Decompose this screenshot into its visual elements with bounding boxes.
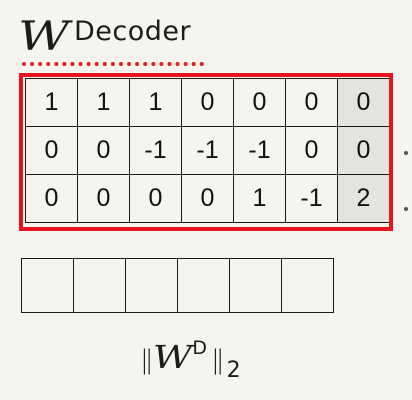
norm-cell xyxy=(125,258,178,313)
title-symbol: W xyxy=(18,14,70,60)
matrix-cell: 0 xyxy=(77,174,130,223)
matrix-row: 0 0 0 0 1 -1 2 xyxy=(25,174,390,223)
matrix-cell-highlighted: 0 xyxy=(337,126,390,175)
norm-cell xyxy=(281,258,334,313)
matrix-cell: 1 xyxy=(77,78,130,127)
norm-right-bars: || xyxy=(213,345,223,375)
matrix-cell: -1 xyxy=(285,174,338,223)
matrix-cell: 0 xyxy=(285,126,338,175)
norm-label: ||WD || 2 xyxy=(138,337,241,388)
norm-cell xyxy=(177,258,230,313)
matrix-row: 1 1 1 0 0 0 0 xyxy=(25,78,390,127)
matrix-cell-highlighted: 0 xyxy=(337,78,390,127)
matrix-cell: -1 xyxy=(233,126,286,175)
edge-dot xyxy=(404,207,408,211)
title-superscript: Decoder xyxy=(74,16,192,47)
decoder-weight-matrix: 1 1 1 0 0 0 0 0 0 -1 -1 -1 0 0 0 0 0 0 1… xyxy=(25,78,390,223)
norm-cell xyxy=(229,258,282,313)
matrix-cell: 1 xyxy=(25,78,78,127)
matrix-cell: -1 xyxy=(181,126,234,175)
norm-row xyxy=(21,258,334,313)
matrix-cell: 0 xyxy=(181,78,234,127)
norm-left-bars: || xyxy=(141,345,152,375)
matrix-cell: -1 xyxy=(129,126,182,175)
matrix-cell: 0 xyxy=(25,174,78,223)
norm-symbol: W xyxy=(152,338,192,376)
title-dotted-underline xyxy=(22,62,204,66)
matrix-title: W Decoder xyxy=(18,14,191,66)
matrix-cell: 1 xyxy=(233,174,286,223)
norm-superscript: D xyxy=(192,337,208,359)
matrix-highlight-frame xyxy=(19,73,393,231)
norm-subscript: 2 xyxy=(226,358,241,383)
norm-cell xyxy=(21,258,74,313)
norm-cell xyxy=(73,258,126,313)
matrix-row: 0 0 -1 -1 -1 0 0 xyxy=(25,126,390,175)
norm-vector-row xyxy=(21,258,334,313)
edge-dot xyxy=(404,151,408,155)
matrix-cell: 0 xyxy=(77,126,130,175)
matrix-cell: 0 xyxy=(129,174,182,223)
matrix-cell-highlighted: 2 xyxy=(337,174,390,223)
